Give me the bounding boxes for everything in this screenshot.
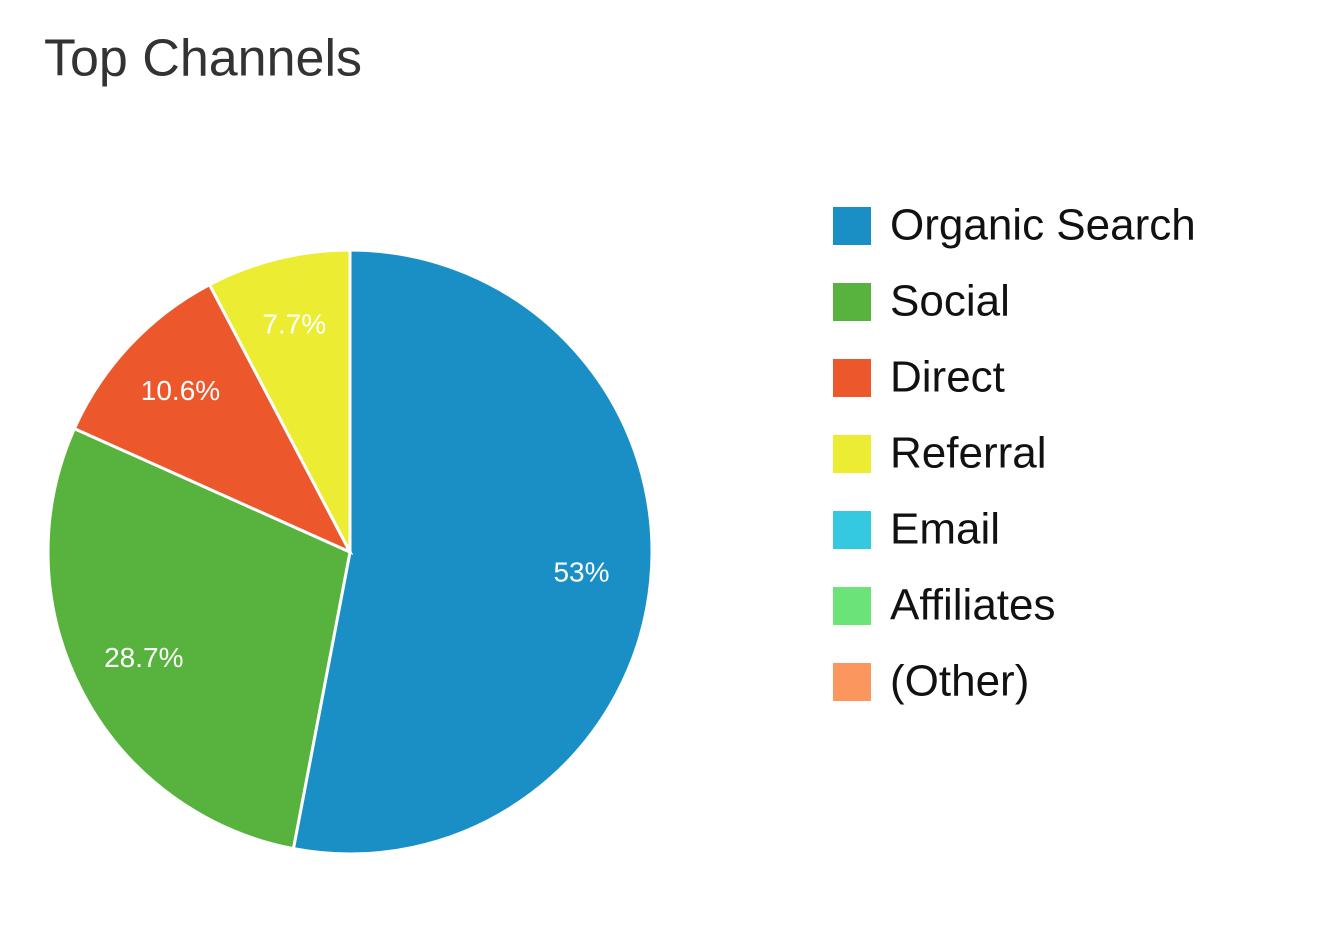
legend-label: Referral [890,429,1047,478]
data-label: 28.7% [104,642,183,673]
legend-label: Organic Search [890,201,1196,250]
legend-swatch [833,435,871,473]
data-label: 7.7% [262,309,326,340]
legend-swatch [833,207,871,245]
legend-label: Direct [890,353,1005,402]
legend-swatch [833,511,871,549]
pie-slice [72,282,354,556]
legend-swatch [833,587,871,625]
data-label: 10.6% [141,375,220,406]
legend-swatch [833,663,871,701]
data-label: 53% [553,556,609,587]
legend-swatch [833,359,871,397]
legend-label: Social [890,277,1010,326]
legend-label: Affiliates [890,581,1056,630]
pie-slice [207,248,352,553]
pie-slice [46,426,352,851]
pie-slice [291,248,654,856]
legend-label: (Other) [890,657,1029,706]
legend-swatch [833,283,871,321]
legend-label: Email [890,505,1000,554]
chart-title: Top Channels [44,30,362,88]
